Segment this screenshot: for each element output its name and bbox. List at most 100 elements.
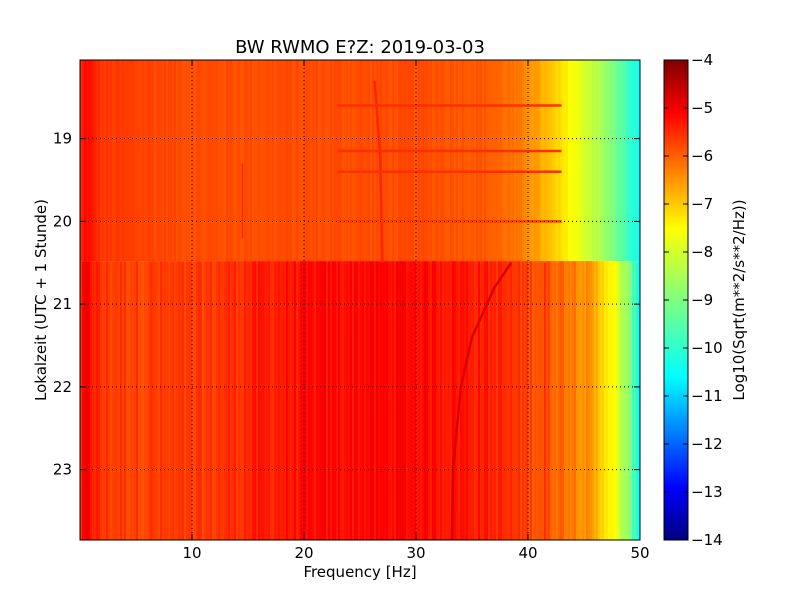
heatmap-cell bbox=[128, 60, 131, 262]
heatmap-cell bbox=[606, 261, 609, 540]
heatmap-cell bbox=[188, 60, 191, 262]
heatmap-cell bbox=[428, 261, 431, 540]
heatmap-cell bbox=[548, 261, 551, 540]
heatmap-cell bbox=[404, 60, 407, 262]
colorbar-tick-label: −4 bbox=[691, 51, 713, 69]
heatmap-cell bbox=[230, 261, 233, 540]
plot-frame bbox=[79, 59, 641, 541]
heatmap-cell bbox=[370, 60, 373, 262]
heatmap-cell bbox=[160, 60, 163, 262]
heatmap-cell bbox=[434, 261, 437, 540]
heatmap-cell bbox=[466, 60, 469, 262]
heatmap-cell bbox=[486, 60, 489, 262]
chart-title: BW RWMO E?Z: 2019-03-03 bbox=[235, 37, 485, 58]
heatmap-cell bbox=[122, 60, 125, 262]
heatmap-cell bbox=[252, 261, 255, 540]
heatmap-cell bbox=[238, 261, 241, 540]
heatmap-cell bbox=[216, 60, 219, 262]
heatmap-cell bbox=[194, 261, 197, 540]
heatmap-cell bbox=[168, 60, 171, 262]
heatmap-cell bbox=[280, 60, 283, 262]
heatmap-cell bbox=[236, 261, 239, 540]
heatmap-cell bbox=[440, 60, 443, 262]
heatmap-cell bbox=[278, 60, 281, 262]
heatmap-cell bbox=[376, 261, 379, 540]
heatmap-cell bbox=[314, 261, 317, 540]
colorbar-tick-label: −9 bbox=[691, 291, 713, 309]
heatmap-cell bbox=[616, 60, 619, 262]
heatmap-cell bbox=[172, 261, 175, 540]
heatmap-cell bbox=[636, 60, 639, 262]
heatmap-cell bbox=[522, 261, 525, 540]
heatmap-cell bbox=[326, 261, 329, 540]
heatmap-cell bbox=[234, 261, 237, 540]
heatmap-cell bbox=[306, 261, 309, 540]
heatmap-cell bbox=[462, 261, 465, 540]
heatmap-cell bbox=[256, 261, 259, 540]
heatmap-cell bbox=[142, 261, 145, 540]
heatmap-cell bbox=[502, 261, 505, 540]
heatmap-cell bbox=[90, 261, 93, 540]
heatmap-cell bbox=[176, 261, 179, 540]
heatmap-cell bbox=[296, 60, 299, 262]
heatmap-cell bbox=[500, 261, 503, 540]
heatmap-cell bbox=[470, 60, 473, 262]
heatmap-cell bbox=[288, 261, 291, 540]
x-axis-label: Frequency [Hz] bbox=[303, 563, 416, 581]
heatmap-cell bbox=[598, 261, 601, 540]
heatmap-cell bbox=[302, 60, 305, 262]
heatmap-cell bbox=[192, 60, 195, 262]
heatmap-cell bbox=[392, 60, 395, 262]
heatmap-cell bbox=[478, 261, 481, 540]
heatmap-cell bbox=[342, 60, 345, 262]
heatmap-cell bbox=[528, 261, 531, 540]
heatmap-cell bbox=[296, 261, 299, 540]
heatmap-cell bbox=[156, 261, 159, 540]
heatmap-cell bbox=[504, 60, 507, 262]
heatmap-cell bbox=[496, 261, 499, 540]
heatmap-cell bbox=[294, 60, 297, 262]
heatmap-cell bbox=[104, 261, 107, 540]
heatmap-cell bbox=[140, 261, 143, 540]
heatmap-cell bbox=[504, 261, 507, 540]
heatmap-cell bbox=[148, 60, 151, 262]
heatmap-cell bbox=[232, 60, 235, 262]
heatmap-cell bbox=[452, 261, 455, 540]
heatmap-cell bbox=[218, 261, 221, 540]
heatmap-cell bbox=[602, 60, 605, 262]
heatmap-cell bbox=[316, 261, 319, 540]
heatmap-cell bbox=[180, 261, 183, 540]
heatmap-cell bbox=[436, 60, 439, 262]
heatmap-cell bbox=[204, 60, 207, 262]
heatmap-cell bbox=[498, 60, 501, 262]
x-tick-label: 50 bbox=[630, 544, 649, 562]
heatmap-cell bbox=[554, 261, 557, 540]
heatmap-cell bbox=[372, 261, 375, 540]
heatmap-cell bbox=[382, 261, 385, 540]
heatmap-cell bbox=[226, 60, 229, 262]
heatmap-cell bbox=[546, 60, 549, 262]
heatmap-cell bbox=[284, 261, 287, 540]
heatmap-cell bbox=[476, 60, 479, 262]
heatmap-cell bbox=[144, 60, 147, 262]
heatmap-cell bbox=[152, 261, 155, 540]
heatmap-cell bbox=[596, 261, 599, 540]
heatmap-cell bbox=[506, 60, 509, 262]
heatmap-cell bbox=[604, 261, 607, 540]
heatmap-cell bbox=[498, 261, 501, 540]
heatmap-cell bbox=[512, 261, 515, 540]
heatmap bbox=[80, 60, 641, 541]
heatmap-cell bbox=[580, 261, 583, 540]
heatmap-cell bbox=[570, 261, 573, 540]
heatmap-cell bbox=[282, 60, 285, 262]
heatmap-cell bbox=[82, 261, 85, 540]
heatmap-cell bbox=[182, 261, 185, 540]
heatmap-cell bbox=[590, 60, 593, 262]
heatmap-cell bbox=[244, 60, 247, 262]
heatmap-cell bbox=[374, 60, 377, 262]
heatmap-cell bbox=[534, 261, 537, 540]
heatmap-cell bbox=[608, 261, 611, 540]
heatmap-cell bbox=[240, 60, 243, 262]
heatmap-cell bbox=[622, 261, 625, 540]
heatmap-cell bbox=[518, 60, 521, 262]
